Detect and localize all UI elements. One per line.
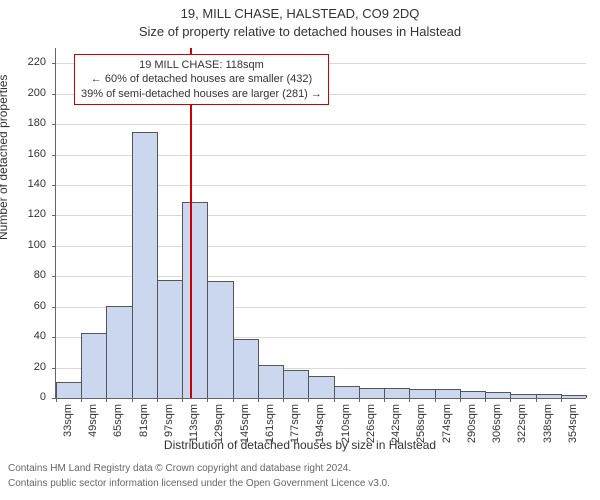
histogram-bar [157,280,183,398]
x-tick [561,398,562,402]
histogram-bar [233,339,259,398]
x-tick [157,398,158,402]
histogram-bar [510,394,536,398]
histogram-bar [182,202,208,398]
histogram-bar [561,395,587,398]
histogram-bar [283,370,309,398]
attribution-line-2: Contains public sector information licen… [8,478,390,489]
x-tick [359,398,360,402]
annotation-box: 19 MILL CHASE: 118sqm← 60% of detached h… [74,54,329,105]
y-tick [52,246,56,247]
y-tick [52,155,56,156]
x-tick [283,398,284,402]
annotation-line: 39% of semi-detached houses are larger (… [81,87,322,101]
x-tick [132,398,133,402]
y-tick-label: 0 [16,391,46,403]
x-tick [460,398,461,402]
y-tick [52,215,56,216]
y-tick-label: 40 [16,330,46,342]
x-tick [536,398,537,402]
annotation-line: ← 60% of detached houses are smaller (43… [81,72,322,86]
y-tick-label: 100 [16,239,46,251]
y-tick [52,94,56,95]
histogram-bar [207,281,233,398]
histogram-bar [460,391,486,398]
x-tick [207,398,208,402]
y-tick-label: 200 [16,87,46,99]
histogram-bar [132,132,158,398]
y-tick [52,337,56,338]
page-title-subtitle: Size of property relative to detached ho… [0,24,600,39]
y-tick-label: 180 [16,117,46,129]
y-tick-label: 220 [16,56,46,68]
x-axis-label: Distribution of detached houses by size … [0,438,600,452]
x-tick [510,398,511,402]
histogram-bar [435,389,461,398]
y-tick [52,185,56,186]
x-tick [435,398,436,402]
histogram-plot: 02040608010012014016018020022033sqm49sqm… [55,48,586,399]
page-title-address: 19, MILL CHASE, HALSTEAD, CO9 2DQ [0,6,600,21]
histogram-bar [81,333,107,398]
y-tick-label: 20 [16,361,46,373]
gridline [56,124,586,125]
x-tick [106,398,107,402]
x-tick [258,398,259,402]
y-tick-label: 80 [16,269,46,281]
histogram-bar [334,386,360,398]
x-tick [485,398,486,402]
x-tick [233,398,234,402]
x-tick [384,398,385,402]
y-tick [52,276,56,277]
y-tick-label: 120 [16,208,46,220]
histogram-bar [409,389,435,398]
x-tick [409,398,410,402]
histogram-bar [384,388,410,398]
y-tick-label: 160 [16,148,46,160]
x-tick [56,398,57,402]
histogram-bar [359,388,385,398]
histogram-bar [56,382,82,398]
y-tick-label: 60 [16,300,46,312]
histogram-bar [536,394,562,398]
annotation-line: 19 MILL CHASE: 118sqm [81,58,322,72]
y-tick [52,368,56,369]
y-tick-label: 140 [16,178,46,190]
attribution-line-1: Contains HM Land Registry data © Crown c… [8,463,351,474]
x-tick [308,398,309,402]
histogram-bar [485,392,511,398]
x-tick [182,398,183,402]
histogram-bar [106,306,132,398]
y-tick [52,307,56,308]
y-tick [52,124,56,125]
histogram-bar [258,365,284,398]
x-tick [334,398,335,402]
histogram-bar [308,376,334,398]
y-axis-label: Number of detached properties [0,75,10,240]
y-tick [52,63,56,64]
x-tick [81,398,82,402]
